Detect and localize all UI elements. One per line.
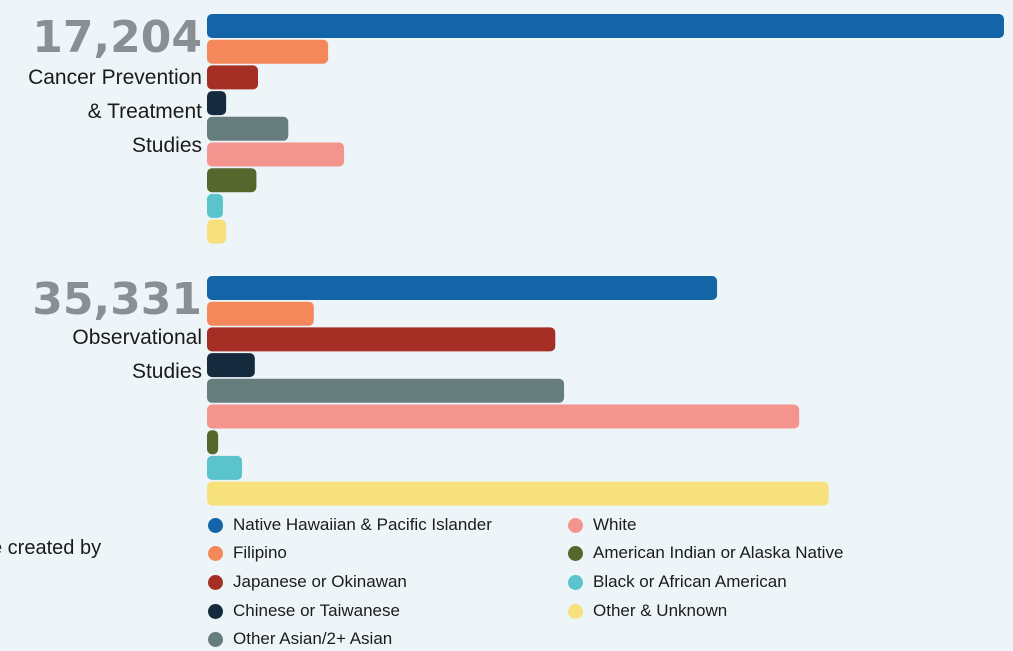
legend-label: Japanese or Okinawan	[233, 572, 407, 591]
legend-swatch	[208, 517, 223, 533]
group-cancer-prevention: 17,204 Cancer Prevention & Treatment Stu…	[28, 12, 202, 157]
legend-item: Filipino	[208, 542, 287, 564]
bar-native-hawaiian-pacific-islander	[207, 14, 1004, 38]
bar-other-unknown	[207, 219, 227, 244]
legend-swatch	[568, 574, 583, 590]
legend-swatch	[208, 631, 223, 647]
bar-filipino	[207, 39, 329, 64]
legend-swatch	[208, 574, 223, 590]
bar-chart: 17,204 Cancer Prevention & Treatment Stu…	[28, 12, 1004, 506]
legend-label: White	[593, 515, 637, 534]
legend-swatch	[568, 517, 583, 533]
bar-other-asian-2-asian	[207, 116, 289, 141]
legend-item: White	[568, 514, 636, 536]
group-label-line-3: Studies	[132, 134, 202, 157]
legend-swatch	[568, 545, 583, 561]
legend-swatch	[568, 603, 583, 619]
legend-item: American Indian or Alaska Native	[568, 542, 843, 564]
legend-item: Chinese or Taiwanese	[208, 600, 400, 622]
bar-white	[207, 404, 800, 429]
group-total-observational: 35,331	[32, 274, 202, 325]
bar-japanese-or-okinawan	[207, 327, 556, 352]
group-label-line-1: Cancer Prevention	[28, 66, 202, 89]
legend-item: Japanese or Okinawan	[208, 571, 407, 593]
bar-black-or-african-american	[207, 193, 223, 218]
bar-filipino	[207, 301, 314, 326]
legend-item: Native Hawaiian & Pacific Islander	[208, 514, 492, 536]
group-observational: 35,331 Observational Studies	[32, 274, 202, 383]
group-label-line-2: Studies	[132, 360, 202, 383]
bar-black-or-african-american	[207, 455, 243, 480]
bar-chinese-or-taiwanese	[207, 353, 255, 378]
group-label-line-2: & Treatment	[88, 100, 203, 123]
group-total-cancer-prevention: 17,204	[32, 12, 202, 63]
legend-item: Other & Unknown	[568, 600, 727, 622]
bar-other-asian-2-asian	[207, 378, 565, 403]
bar-american-indian-or-alaska-native	[207, 168, 257, 193]
bar-native-hawaiian-pacific-islander	[207, 276, 718, 300]
legend-label: Filipino	[233, 543, 287, 562]
legend-label: Chinese or Taiwanese	[233, 601, 400, 620]
bar-american-indian-or-alaska-native	[207, 430, 219, 455]
legend-swatch	[208, 603, 223, 619]
bar-chinese-or-taiwanese	[207, 91, 227, 116]
legend-label: Black or African American	[593, 572, 787, 591]
group-label-line-1: Observational	[72, 326, 202, 349]
side-note: e created by	[0, 537, 102, 559]
bars	[207, 14, 1004, 506]
bar-other-unknown	[207, 481, 829, 506]
legend-label: Other Asian/2+ Asian	[233, 629, 393, 648]
bar-japanese-or-okinawan	[207, 65, 259, 90]
legend-label: Native Hawaiian & Pacific Islander	[233, 515, 492, 534]
legend-item: Other Asian/2+ Asian	[208, 628, 392, 650]
legend-label: Other & Unknown	[593, 601, 728, 620]
legend-label: American Indian or Alaska Native	[593, 543, 844, 562]
bar-white	[207, 142, 345, 167]
legend-item: Black or African American	[568, 571, 787, 593]
legend-swatch	[208, 545, 223, 561]
